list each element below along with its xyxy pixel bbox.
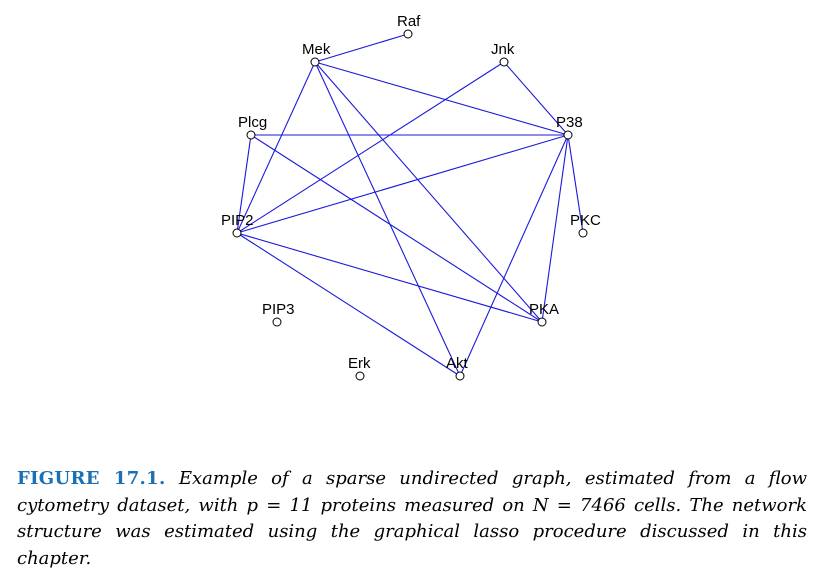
node-pkc — [578, 228, 588, 238]
node-label-erk: Erk — [348, 355, 371, 372]
node-mek — [310, 57, 320, 67]
edge-mek-pka — [314, 61, 543, 323]
edge-p38-pip2 — [236, 134, 569, 234]
edge-raf-mek — [314, 33, 409, 63]
edge-jnk-pip2 — [236, 61, 505, 234]
graph-labels: Raf Mek Jnk Plcg P38 PIP2 PKC PIP3 PKA Erk Akt — [221, 13, 601, 372]
edge-mek-akt — [314, 61, 461, 377]
node-raf — [403, 29, 413, 39]
node-label-jnk: Jnk — [491, 41, 515, 58]
node-label-pkc: PKC — [570, 212, 601, 229]
figure-label: FIGURE 17.1. — [17, 468, 166, 489]
node-akt — [455, 371, 465, 381]
edge-mek-p38 — [314, 61, 569, 136]
protein-network-graph: Raf Mek Jnk Plcg P38 PIP2 PKC PIP3 PKA Erk Akt — [221, 13, 601, 381]
node-pip3 — [272, 317, 282, 327]
node-pka — [537, 317, 547, 327]
node-label-mek: Mek — [302, 41, 331, 58]
edge-p38-akt — [459, 134, 569, 377]
edge-pip2-pka — [236, 232, 543, 323]
figure-caption-text: Example of a sparse undirected graph, es… — [17, 468, 807, 569]
node-label-pip3: PIP3 — [262, 301, 295, 318]
edge-plcg-pip2 — [236, 134, 252, 234]
edge-mek-pip2 — [236, 61, 316, 234]
graph-nodes — [232, 29, 588, 381]
edge-plcg-pka — [250, 134, 543, 323]
edge-p38-pkc — [567, 134, 584, 234]
node-erk — [355, 371, 365, 381]
node-p38 — [563, 130, 573, 140]
node-label-akt: Akt — [446, 355, 469, 372]
edge-pip2-akt — [236, 232, 461, 377]
node-pip2 — [232, 228, 242, 238]
edge-p38-pka — [541, 134, 569, 323]
node-jnk — [499, 57, 509, 67]
node-label-raf: Raf — [397, 13, 421, 30]
graph-edges — [236, 33, 584, 377]
figure-caption: FIGURE 17.1. Example of a sparse undirec… — [17, 466, 807, 572]
node-label-pip2: PIP2 — [221, 212, 254, 229]
node-label-pka: PKA — [529, 301, 559, 318]
node-label-p38: P38 — [556, 114, 583, 131]
node-plcg — [246, 130, 256, 140]
node-label-plcg: Plcg — [238, 114, 267, 131]
edge-jnk-p38 — [503, 61, 569, 136]
